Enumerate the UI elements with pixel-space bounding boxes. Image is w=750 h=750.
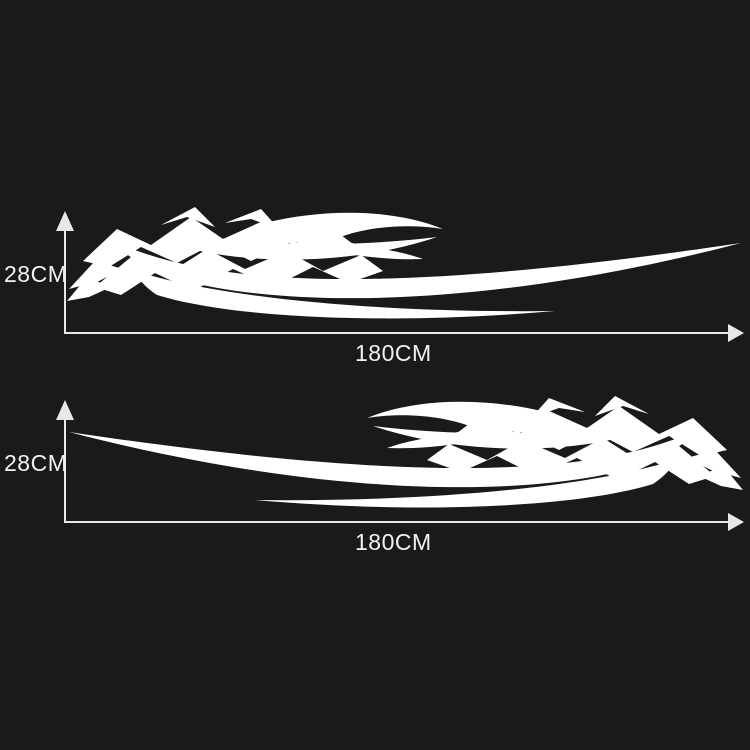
axis-arrowheads: [56, 211, 744, 342]
decal-graphic-top: [67, 207, 741, 319]
height-dimension-label-bottom: 28CM: [4, 450, 68, 476]
width-dimension-label-top: 180CM: [355, 340, 432, 366]
tribal-swoosh-decal-left-facing: [67, 207, 741, 319]
decal-graphic-bottom: [69, 396, 743, 508]
axis-arrowheads: [56, 400, 744, 531]
right-arrowhead-icon: [728, 513, 744, 531]
up-arrowhead-icon: [56, 211, 74, 231]
height-dimension-label-top: 28CM: [4, 261, 68, 287]
right-arrowhead-icon: [728, 324, 744, 342]
tribal-swoosh-decal-right-facing: [69, 396, 743, 508]
axes: [64, 226, 731, 334]
axes: [64, 415, 731, 523]
up-arrowhead-icon: [56, 400, 74, 420]
width-dimension-label-bottom: 180CM: [355, 529, 432, 555]
bottom-decal-figure: [56, 396, 744, 531]
top-decal-figure: [56, 207, 744, 342]
